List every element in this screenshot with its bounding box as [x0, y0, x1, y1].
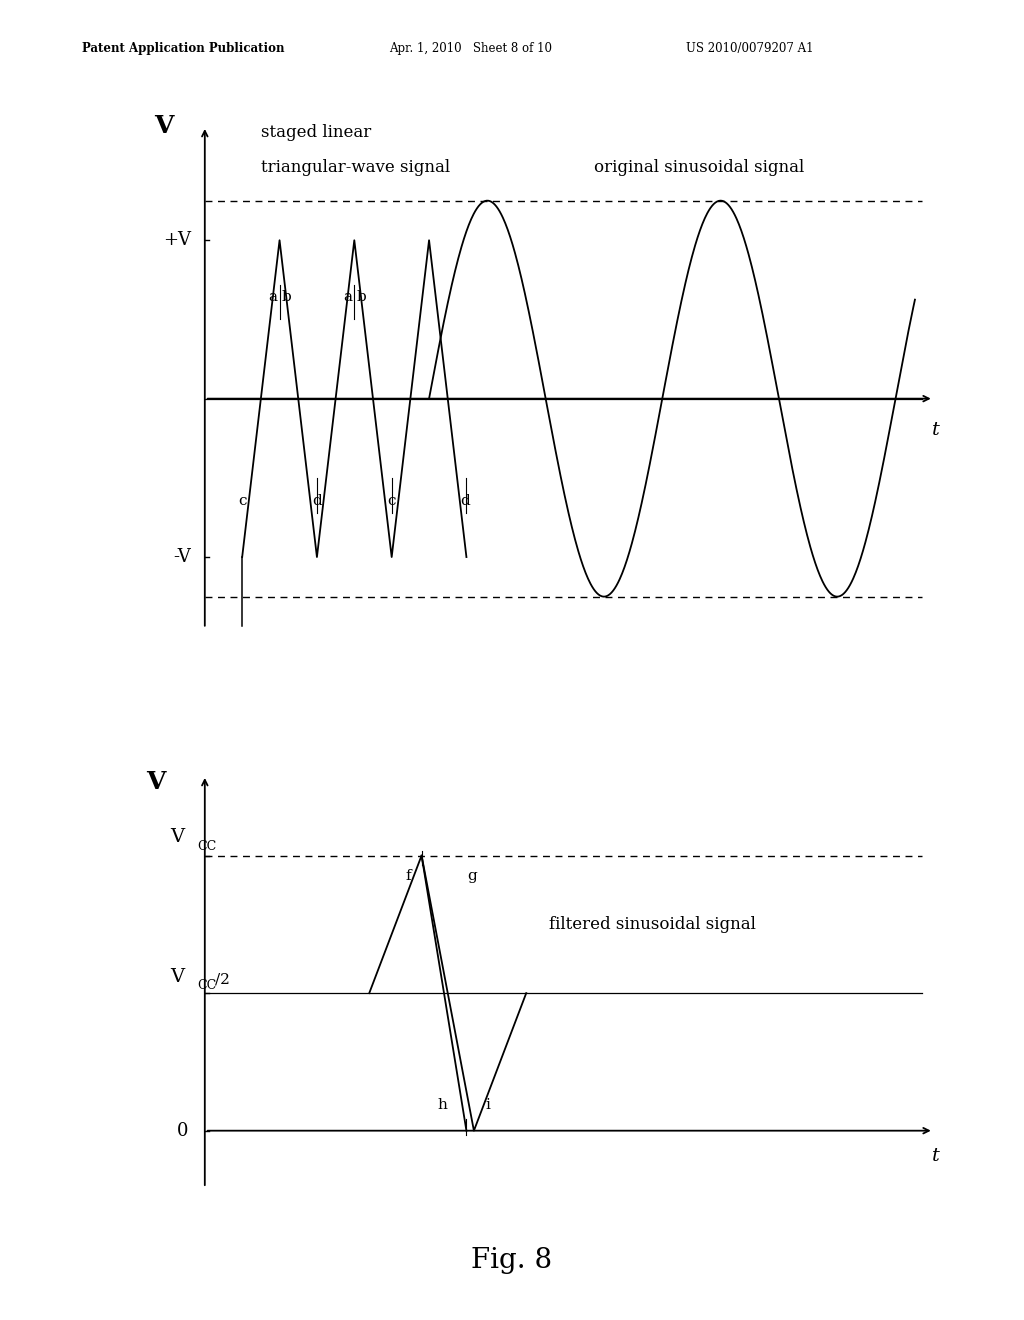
- Text: t: t: [932, 1147, 940, 1164]
- Text: b: b: [356, 289, 366, 304]
- Text: i: i: [485, 1098, 490, 1113]
- Text: CC: CC: [198, 841, 216, 853]
- Text: t: t: [932, 421, 940, 438]
- Text: g: g: [468, 869, 477, 883]
- Text: h: h: [438, 1098, 447, 1113]
- Text: d: d: [460, 494, 470, 508]
- Text: /2: /2: [214, 973, 229, 986]
- Text: V: V: [170, 829, 184, 846]
- Text: 0: 0: [177, 1122, 188, 1139]
- Text: original sinusoidal signal: original sinusoidal signal: [594, 158, 804, 176]
- Text: V: V: [146, 770, 166, 795]
- Text: filtered sinusoidal signal: filtered sinusoidal signal: [549, 916, 756, 933]
- Text: Apr. 1, 2010   Sheet 8 of 10: Apr. 1, 2010 Sheet 8 of 10: [389, 42, 552, 55]
- Text: b: b: [282, 289, 291, 304]
- Text: d: d: [312, 494, 322, 508]
- Text: c: c: [387, 494, 396, 508]
- Text: CC: CC: [198, 979, 216, 993]
- Text: Fig. 8: Fig. 8: [471, 1247, 553, 1274]
- Text: a: a: [343, 289, 352, 304]
- Text: f: f: [406, 869, 411, 883]
- Text: staged linear: staged linear: [261, 124, 371, 141]
- Text: +V: +V: [164, 231, 191, 249]
- Text: US 2010/0079207 A1: US 2010/0079207 A1: [686, 42, 814, 55]
- Text: V: V: [170, 969, 184, 986]
- Text: Patent Application Publication: Patent Application Publication: [82, 42, 285, 55]
- Text: V: V: [154, 114, 173, 137]
- Text: a: a: [268, 289, 278, 304]
- Text: -V: -V: [174, 548, 191, 566]
- Text: triangular-wave signal: triangular-wave signal: [261, 158, 450, 176]
- Text: c: c: [238, 494, 247, 508]
